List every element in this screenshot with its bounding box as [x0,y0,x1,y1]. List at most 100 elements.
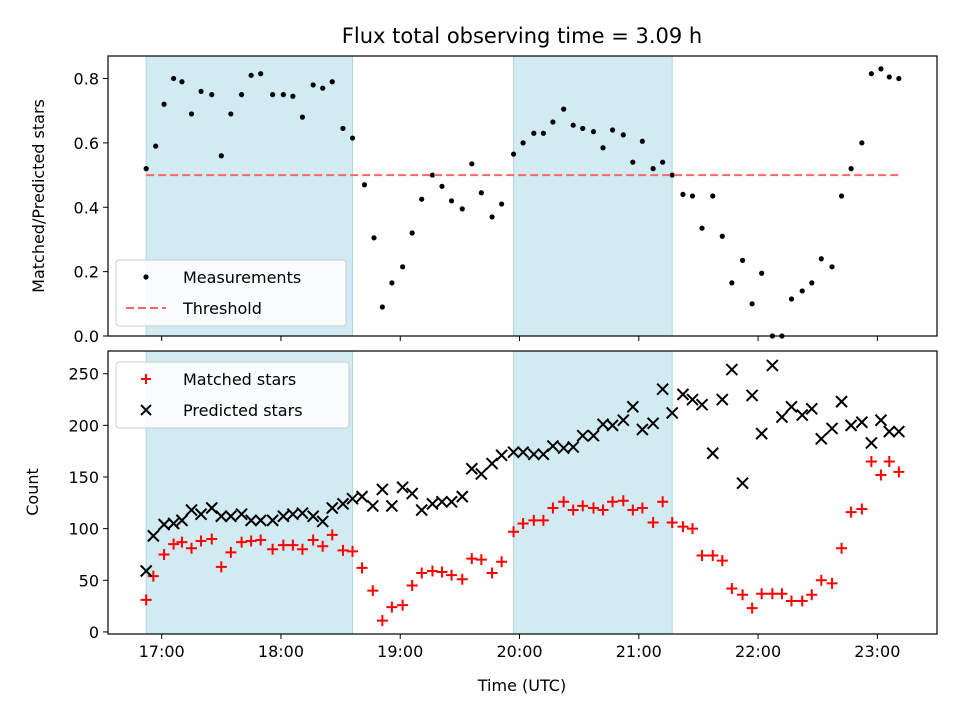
measurement-point [689,193,696,199]
predicted-stars-point [346,492,359,505]
predicted-stars-point [139,564,153,578]
measurement-point [459,206,465,212]
matched-stars-point [168,538,180,550]
matched-stars-point [845,506,857,518]
predicted-stars-point [626,400,640,413]
measurement-point [143,166,149,172]
predicted-stars-point [396,481,409,494]
bottom-panel-legend: Matched stars Predicted stars [115,361,350,429]
measurement-point [179,79,185,85]
predicted-stars-point [805,402,818,416]
measurement-point [600,145,606,151]
predicted-stars-point [426,497,439,511]
predicted-stars-point [576,429,589,442]
measurement-point [859,140,865,146]
predicted-stars-point [665,406,679,420]
measurement-point [499,201,505,207]
matched-stars-point [707,550,719,562]
measurement-point [248,72,254,78]
predicted-stars-point [445,495,458,509]
matched-stars-point [475,554,487,566]
measurement-point [710,193,716,199]
matched-stars-point [597,504,609,516]
measurement-point [379,304,385,310]
matched-stars-point [826,577,838,589]
matched-stars-point [865,456,877,468]
measurement-point [699,225,705,231]
predicted-stars-point [296,506,309,520]
predicted-stars-point [495,449,508,462]
predicted-stars-point [507,446,520,459]
matched-stars-point [666,516,678,528]
measurement-point [896,75,902,82]
matched-stars-point [547,502,559,514]
bottom-panel-marks [139,359,906,627]
predicted-stars-point [405,487,419,500]
matched-stars-point [326,529,338,541]
measurement-point [540,130,546,136]
predicted-stars-point [706,447,719,460]
measurement-point [439,183,445,189]
measurement-point [198,88,204,95]
measurement-point [848,166,854,172]
measurement-point [878,66,884,72]
measurement-point [478,190,484,196]
measurement-point [209,92,215,98]
predicted-stars-point [516,446,530,459]
predicted-stars-point [194,507,208,521]
top-panel-y-tick-label: 0.4 [74,198,99,217]
matched-stars-point [347,545,359,557]
matched-stars-point [856,503,868,515]
matched-stars-point [195,535,207,547]
predicted-stars-point [465,462,479,475]
predicted-stars-point [435,495,449,509]
measurement-point [809,280,815,286]
bottom-panel-legend-box [115,361,350,429]
predicted-stars-point [336,497,350,511]
measurement-point [630,159,636,165]
legend-dot-swatch [143,274,149,280]
matched-stars-point [636,502,648,514]
matched-stars-point [587,502,599,514]
measurement-point [886,74,892,80]
matched-stars-point [815,574,827,586]
measurement-point [639,138,645,144]
bottom-panel-shaded-region [513,350,673,635]
measurement-point [818,256,824,262]
measurement-point [153,143,159,149]
matched-stars-point [236,536,248,548]
measurement-point [409,230,415,236]
top-panel-shaded-region [513,55,673,337]
matched-stars-point [766,588,778,600]
measurement-point [419,196,425,202]
measurement-point [799,288,805,294]
measurement-point [729,280,735,286]
matched-stars-point [446,569,458,581]
top-panel-y-tick-label: 0.0 [74,327,99,346]
matched-stars-point [277,539,289,551]
measurement-point [270,92,276,98]
bottom-panel-y-tick-label: 200 [68,416,99,435]
x-axis-label: Time (UTC) [477,676,566,695]
predicted-stars-point [883,425,896,438]
predicted-stars-point [254,514,267,527]
bottom-panel-y-tick-label: 250 [68,365,99,384]
matched-stars-point [785,595,797,607]
measurement-point [290,93,296,99]
predicted-stars-point [366,499,380,513]
measurement-point [739,257,746,263]
predicted-stars-point [475,467,488,481]
measurement-point [609,127,616,133]
predicted-stars-point [686,393,699,406]
predicted-stars-point [376,483,389,496]
matched-stars-point [176,536,188,548]
x-tick-label: 20:00 [496,642,542,661]
matched-stars-point [356,562,368,574]
predicted-stars-point [745,389,759,402]
matched-stars-point [147,570,159,582]
measurement-point [489,214,495,220]
measurement-point [329,79,335,85]
predicted-stars-point [175,514,189,527]
top-panel-y-ticks: 0.0 0.2 0.4 0.6 0.8 [74,70,108,346]
x-tick-label: 23:00 [854,642,900,661]
